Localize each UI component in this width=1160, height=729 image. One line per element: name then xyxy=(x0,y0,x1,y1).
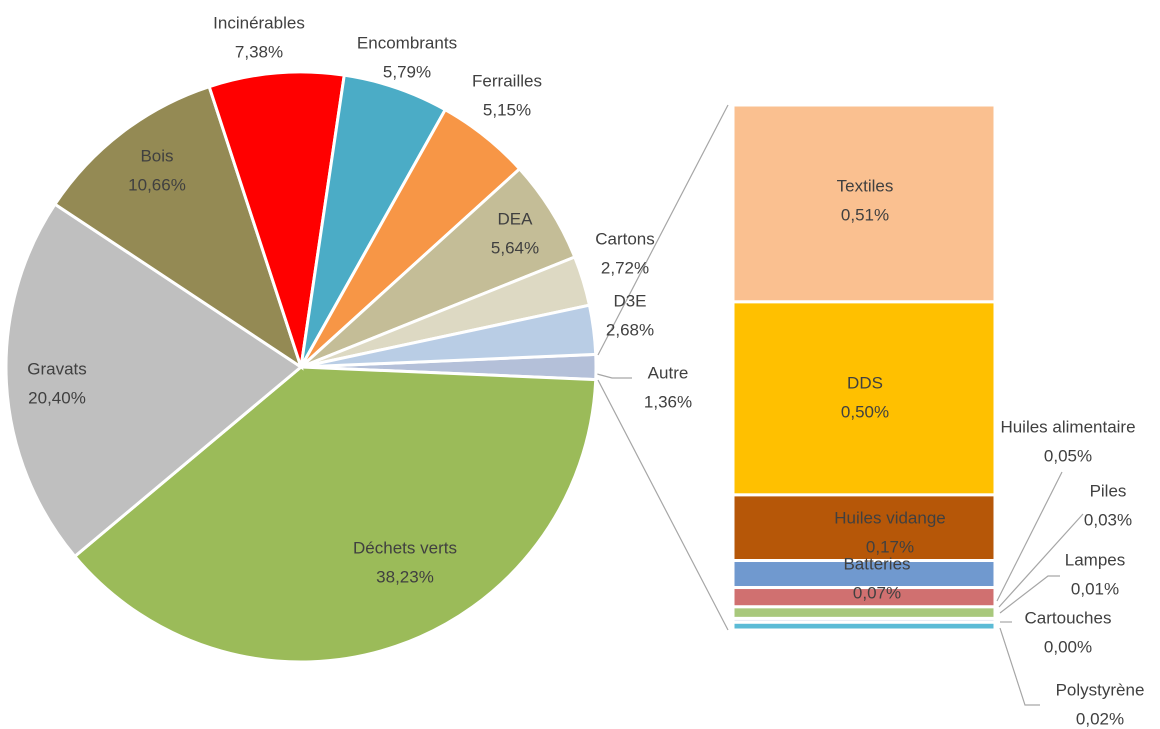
bar-segment xyxy=(731,300,997,497)
bar-segment xyxy=(731,493,997,563)
slice-label: Bois xyxy=(140,146,173,165)
bar-label: Batteries xyxy=(843,554,910,573)
slice-label: DEA xyxy=(498,209,534,228)
bar-label: Polystyrène xyxy=(1056,680,1145,699)
slice-label: Gravats xyxy=(27,359,87,378)
slice-value: 2,68% xyxy=(606,320,654,339)
leader xyxy=(996,471,1063,602)
bar-segment xyxy=(731,103,997,304)
slice-value: 5,15% xyxy=(483,100,531,119)
slice-value: 20,40% xyxy=(28,388,86,407)
bar-value: 0,05% xyxy=(1044,446,1092,465)
pie-slice xyxy=(52,84,304,371)
bar-label: Cartouches xyxy=(1025,608,1112,627)
pie-slice xyxy=(300,303,598,369)
bar-label: Huiles vidange xyxy=(834,508,946,527)
slice-label: Cartons xyxy=(595,229,655,248)
bar-label: Huiles alimentaire xyxy=(1000,417,1135,436)
bar-value: 0,02% xyxy=(1076,709,1124,728)
slice-label: D3E xyxy=(613,291,646,310)
leader xyxy=(999,627,1040,706)
bar-label: Textiles xyxy=(837,176,894,195)
slice-value: 7,38% xyxy=(235,42,283,61)
slice-value: 10,66% xyxy=(128,175,186,194)
bar-value: 0,51% xyxy=(841,205,889,224)
bar-label: DDS xyxy=(847,373,883,392)
pie-slice xyxy=(72,365,598,664)
bar-label: Lampes xyxy=(1065,550,1125,569)
slice-value: 2,72% xyxy=(601,258,649,277)
slice-label: Ferrailles xyxy=(472,71,542,90)
pie-slice xyxy=(4,202,304,559)
slice-value: 5,79% xyxy=(383,62,431,81)
bar-segment xyxy=(731,605,997,620)
connector xyxy=(597,379,729,631)
bar-value: 0,00% xyxy=(1044,637,1092,656)
leader xyxy=(596,373,632,379)
bar-label: Piles xyxy=(1090,481,1127,500)
bar-value: 0,03% xyxy=(1084,510,1132,529)
leader-lines xyxy=(596,104,1084,706)
bar-segment xyxy=(731,620,997,632)
slice-label: Déchets verts xyxy=(353,538,457,557)
slice-label: Incinérables xyxy=(213,13,305,32)
slice-label: Autre xyxy=(648,363,689,382)
slice-label: Encombrants xyxy=(357,33,457,52)
leader xyxy=(998,513,1084,608)
connector xyxy=(597,104,729,356)
slice-value: 1,36% xyxy=(644,392,692,411)
slice-value: 38,23% xyxy=(376,567,434,586)
bar-value: 0,17% xyxy=(866,537,914,556)
leader xyxy=(999,575,1060,614)
bar-value: 0,50% xyxy=(841,402,889,421)
bar-value: 0,01% xyxy=(1071,579,1119,598)
slice-value: 5,64% xyxy=(491,238,539,257)
bar-value: 0,07% xyxy=(853,583,901,602)
